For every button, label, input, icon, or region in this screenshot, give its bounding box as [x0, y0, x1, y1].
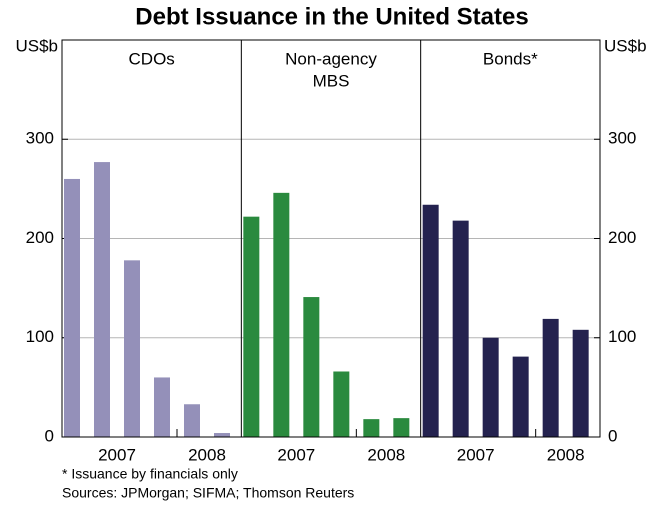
- bar: [542, 318, 559, 437]
- x-group-label: 2007: [457, 445, 495, 464]
- bar: [363, 419, 380, 437]
- bar: [482, 337, 499, 437]
- chart-title: Debt Issuance in the United States: [135, 3, 528, 30]
- y-axis-label: US$b: [604, 36, 647, 55]
- source: Sources: JPMorgan; SIFMA; Thomson Reuter…: [62, 485, 354, 501]
- x-group-label: 2008: [547, 445, 585, 464]
- bar: [333, 371, 350, 437]
- panel-title: Non-agency: [285, 49, 377, 68]
- bar: [184, 404, 200, 437]
- bar: [512, 356, 529, 437]
- y-tick-label: 100: [26, 327, 54, 346]
- bar: [273, 192, 290, 437]
- y-tick-label: 200: [608, 228, 636, 247]
- bar: [214, 433, 230, 437]
- bar: [303, 297, 320, 437]
- y-tick-label: 200: [26, 228, 54, 247]
- footnote: * Issuance by financials only: [62, 466, 238, 482]
- y-tick-label: 100: [608, 327, 636, 346]
- bar: [64, 178, 80, 437]
- bar: [94, 162, 110, 437]
- panel-title: MBS: [313, 71, 350, 90]
- y-tick-label: 300: [26, 129, 54, 148]
- x-group-label: 2008: [367, 445, 405, 464]
- bar: [572, 329, 589, 437]
- bar: [124, 260, 140, 437]
- bar: [452, 220, 469, 437]
- bar: [393, 418, 410, 437]
- x-group-label: 2007: [277, 445, 315, 464]
- bar: [154, 377, 170, 437]
- y-tick-label: 300: [608, 129, 636, 148]
- panel-title: Bonds*: [483, 49, 538, 68]
- y-tick-label: 0: [608, 426, 617, 445]
- y-tick-label: 0: [45, 426, 54, 445]
- bar: [422, 204, 439, 437]
- bar: [243, 216, 260, 437]
- plot-frame: [61, 39, 601, 438]
- y-axis-label: US$b: [15, 36, 58, 55]
- x-group-label: 2008: [188, 445, 226, 464]
- x-group-label: 2007: [98, 445, 136, 464]
- panel-title: CDOs: [129, 49, 175, 68]
